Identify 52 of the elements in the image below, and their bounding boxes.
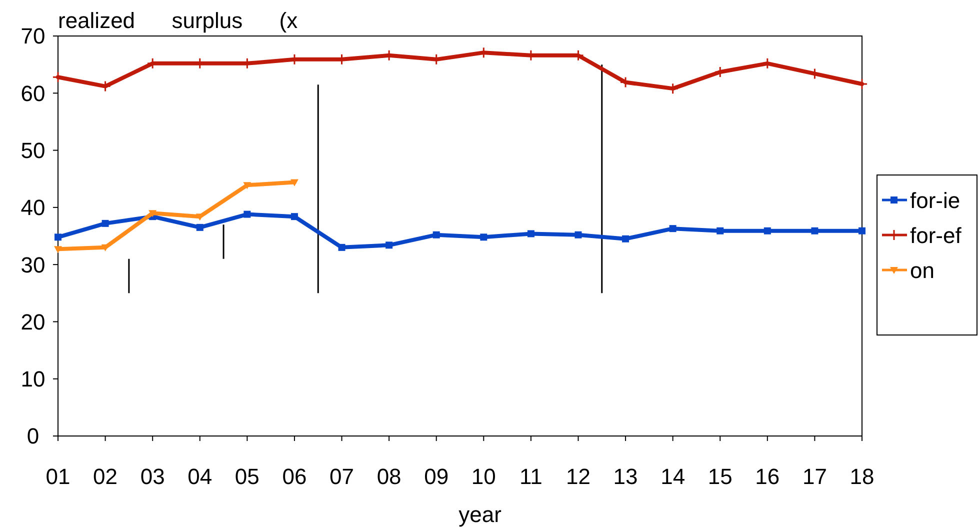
point xyxy=(54,246,62,254)
y-tick-label: 70 xyxy=(20,24,46,49)
x-tick-label: 01 xyxy=(46,464,70,489)
x-tick-label: 16 xyxy=(755,464,780,489)
legend-label: on xyxy=(910,258,934,283)
point xyxy=(858,227,866,234)
point xyxy=(290,213,298,220)
legend-label: for-ie xyxy=(910,188,960,213)
x-tick-label: 18 xyxy=(850,464,874,489)
y-tick-label: 20 xyxy=(20,309,46,334)
point xyxy=(243,182,252,190)
point xyxy=(290,179,298,186)
x-tick-label: 14 xyxy=(660,464,686,489)
x-tick-label: 12 xyxy=(566,464,590,489)
legend-label: for-ef xyxy=(910,223,962,248)
x-tick-label: 08 xyxy=(376,464,402,489)
x-tick-label: 05 xyxy=(234,464,260,489)
point xyxy=(244,210,251,218)
y-tick-label: 0 xyxy=(26,424,40,449)
chart-title: realized surplus (x xyxy=(58,8,298,33)
x-tick-label: 15 xyxy=(708,464,732,489)
y-tick-label: 50 xyxy=(20,138,46,163)
point xyxy=(764,227,771,234)
point xyxy=(716,227,724,234)
x-tick-label: 09 xyxy=(424,464,449,489)
x-tick-label: 13 xyxy=(613,464,638,489)
x-tick-label: 11 xyxy=(520,464,542,489)
point xyxy=(432,231,440,238)
y-tick-label: 10 xyxy=(20,366,46,392)
point xyxy=(148,210,157,218)
x-tick-label: 02 xyxy=(93,464,118,489)
point xyxy=(480,234,488,241)
x-tick-label: 03 xyxy=(140,464,165,489)
y-tick-label: 40 xyxy=(20,195,46,220)
x-tick-label: 07 xyxy=(330,464,354,489)
y-tick-label: 60 xyxy=(20,80,46,106)
point xyxy=(338,244,346,251)
point xyxy=(622,235,630,242)
x-tick-label: 04 xyxy=(188,464,212,489)
x-tick-label: 17 xyxy=(802,464,827,489)
point xyxy=(386,242,393,249)
point xyxy=(811,227,818,234)
point xyxy=(574,231,582,238)
point xyxy=(102,220,109,227)
point xyxy=(527,230,534,238)
point xyxy=(196,224,204,231)
x-tick-label: 06 xyxy=(282,464,307,489)
x-tick-label: 10 xyxy=(471,464,496,489)
point xyxy=(669,225,676,232)
point xyxy=(54,234,62,241)
y-tick-label: 30 xyxy=(20,252,46,278)
x-axis-title: year xyxy=(458,502,502,527)
